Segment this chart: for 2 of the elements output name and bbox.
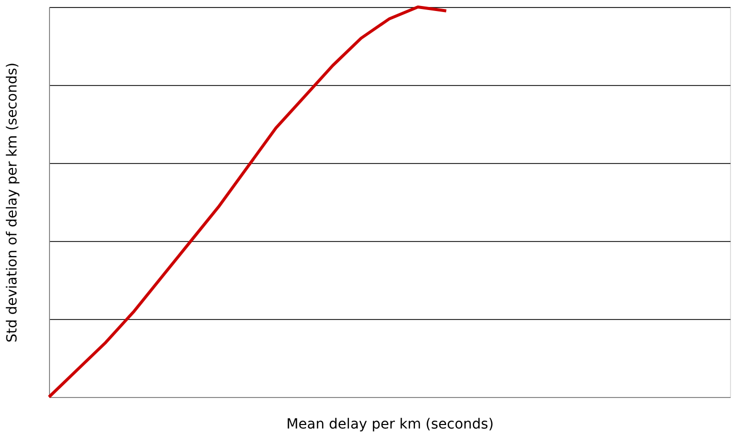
y-axis-title: Std deviation of delay per km (seconds) [4, 62, 20, 342]
x-axis-title: Mean delay per km (seconds) [286, 416, 494, 432]
